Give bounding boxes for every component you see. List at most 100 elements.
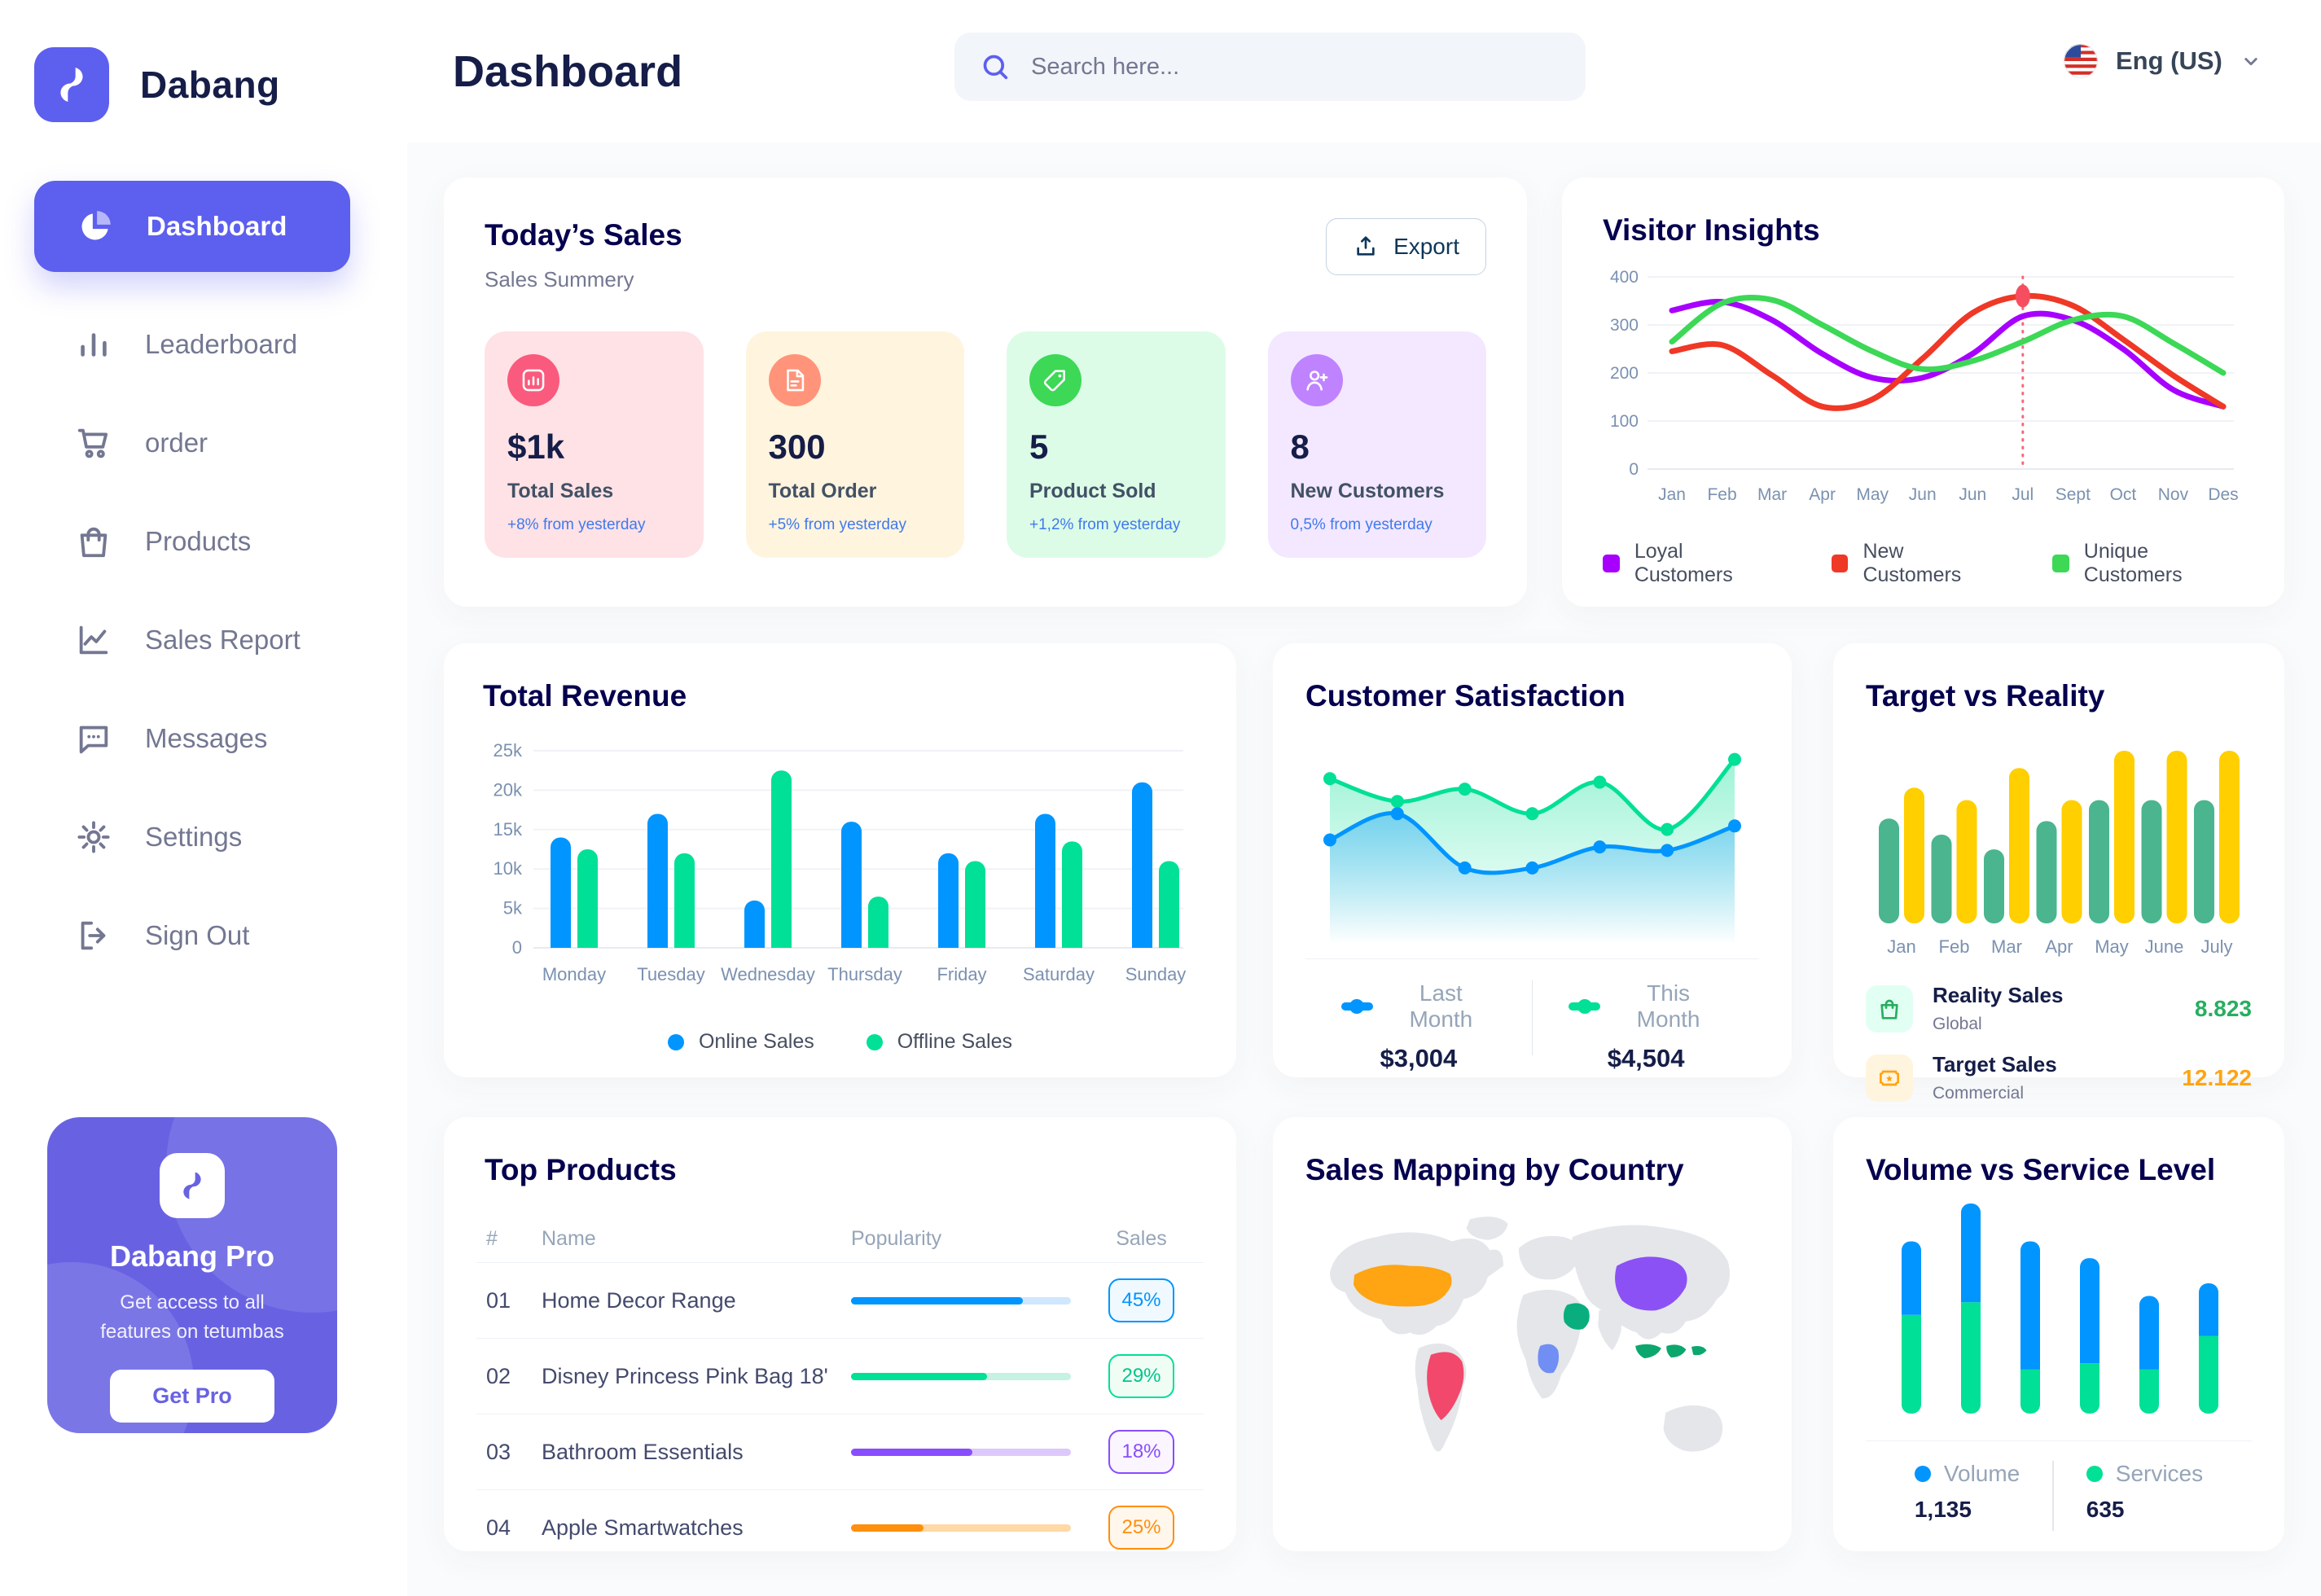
legend-value: $3,004 [1380, 1044, 1458, 1072]
legend-item: Services 635 [2054, 1461, 2235, 1531]
sidebar-item-sales-report[interactable]: Sales Report [0, 590, 407, 689]
svg-text:Wednesday: Wednesday [721, 964, 815, 984]
metric-label: Total Sales [507, 480, 614, 502]
visitor-insights-title: Visitor Insights [1603, 213, 1820, 247]
us-flag-icon [2064, 44, 2098, 78]
metric-delta: +8% from yesterday [507, 516, 646, 533]
table-row[interactable]: 03 Bathroom Essentials 18% [476, 1414, 1204, 1489]
target-sales-legend: Target Sales Commercial 12.122 [1866, 1052, 2252, 1103]
popularity-bar [851, 1296, 1071, 1304]
get-pro-button[interactable]: Get Pro [110, 1370, 274, 1423]
customer-satisfaction-card: Customer Satisfaction Last Month $3,004 … [1273, 643, 1792, 1077]
svg-text:Apr: Apr [2045, 936, 2073, 957]
signout-icon [75, 917, 112, 954]
legend-swatch [1603, 555, 1620, 572]
svg-text:0: 0 [512, 937, 522, 958]
svg-text:Apr: Apr [1809, 485, 1836, 504]
revenue-legend: Online Sales Offline Sales [483, 1030, 1197, 1054]
target-vs-reality-title: Target vs Reality [1866, 679, 2105, 712]
sidebar-item-settings[interactable]: Settings [0, 787, 407, 886]
country-brazil[interactable] [1427, 1352, 1464, 1421]
sidebar-item-label: order [145, 427, 208, 458]
legend-label: Offline Sales [897, 1030, 1013, 1053]
language-selector[interactable]: Eng (US) [2062, 42, 2263, 80]
sidebar-item-leaderboard[interactable]: Leaderboard [0, 295, 407, 393]
sales-mapping-title: Sales Mapping by Country [1305, 1153, 1684, 1186]
sidebar-item-sign-out[interactable]: Sign Out [0, 886, 407, 984]
table-header: # Name Popularity Sales [476, 1215, 1204, 1262]
legend-item: New Customers [1831, 540, 2000, 587]
promo-title: Dabang Pro [109, 1239, 275, 1273]
metric-label: Total Order [768, 480, 877, 502]
legend-item: Unique Customers [2051, 540, 2244, 587]
svg-text:Sunday: Sunday [1125, 964, 1187, 984]
customer-satisfaction-chart [1323, 752, 1741, 944]
bag-icon [75, 523, 112, 560]
svg-text:5k: 5k [503, 898, 523, 919]
metric-label: New Customers [1290, 480, 1445, 502]
promo-text: Get access to all features on tetumbas [47, 1288, 337, 1347]
svg-text:June: June [2145, 936, 2184, 957]
legend-swatch [2086, 1466, 2103, 1482]
total-sales-card: $1k Total Sales +8% from yesterday [485, 331, 704, 558]
metric-value: 8 [1290, 428, 1310, 466]
sidebar-item-products[interactable]: Products [0, 492, 407, 590]
sales-badge: 29% [1108, 1354, 1174, 1398]
search-input[interactable] [1031, 53, 1561, 81]
svg-text:Tuesday: Tuesday [637, 964, 705, 984]
svg-text:Sept: Sept [2056, 485, 2091, 504]
table-row[interactable]: 02 Disney Princess Pink Bag 18' 29% [476, 1338, 1204, 1414]
chevron-down-icon [2244, 58, 2257, 66]
sidebar-item-dashboard[interactable]: Dashboard [34, 181, 350, 272]
gear-icon [75, 818, 112, 856]
sales-badge: 18% [1108, 1430, 1174, 1474]
satisfaction-legend: Last Month $3,004 This Month $4,504 [1305, 980, 1759, 1073]
column-header: # [486, 1226, 498, 1250]
svg-text:15k: 15k [494, 819, 523, 840]
country-indonesia[interactable] [1635, 1344, 1707, 1359]
legend-label: New Customers [1863, 540, 1962, 586]
sidebar-nav: Dashboard Leaderboard order Products [0, 181, 407, 984]
ticket-icon [1866, 1054, 1913, 1102]
svg-text:10k: 10k [494, 858, 523, 879]
svg-text:100: 100 [1610, 412, 1639, 431]
column-header: Popularity [851, 1226, 942, 1250]
metric-value: 5 [1029, 428, 1049, 466]
svg-text:Jun: Jun [1909, 485, 1937, 504]
metric-delta: +1,2% from yesterday [1029, 516, 1181, 533]
popularity-bar [851, 1524, 1071, 1532]
sidebar-item-label: Dashboard [147, 211, 287, 241]
export-button[interactable]: Export [1326, 218, 1486, 275]
brand: Dabang [0, 0, 407, 122]
country-dr-congo[interactable] [1538, 1344, 1560, 1374]
promo-text-line1: Get access to all [120, 1291, 265, 1313]
sales-summary-cards: $1k Total Sales +8% from yesterday 300 T… [485, 331, 1486, 558]
table-row[interactable]: 01 Home Decor Range 45% [476, 1262, 1204, 1338]
todays-sales-card: Today’s Sales Sales Summery Export $1k [444, 178, 1527, 607]
legend-label: This Month [1636, 980, 1700, 1032]
sidebar-item-order[interactable]: order [0, 393, 407, 492]
country-saudi-arabia[interactable] [1563, 1303, 1590, 1330]
sales-badge: 25% [1108, 1506, 1174, 1550]
country-china[interactable] [1615, 1256, 1687, 1311]
svg-text:Mar: Mar [1991, 936, 2022, 957]
legend-swatch [2051, 555, 2069, 572]
svg-text:Jun: Jun [1959, 485, 1986, 504]
table-row[interactable]: 04 Apple Smartwatches 25% [476, 1489, 1204, 1565]
legend-swatch [1914, 1466, 1931, 1482]
visitor-insights-chart: 0 100 200 300 400 Jan Feb Mar Apr May Jun Jun Jul Sep… [1610, 268, 2239, 504]
popularity-bar [851, 1372, 1071, 1380]
legend-swatch [1831, 555, 1849, 572]
legend-subtitle: Global [1933, 1015, 1982, 1033]
dashboard-content: Today’s Sales Sales Summery Export $1k [407, 142, 2321, 1596]
legend-value: 8.823 [2194, 995, 2252, 1021]
sidebar-item-label: Sign Out [145, 919, 250, 950]
total-revenue-card: Total Revenue 0 5k 10k 15k 20k 25k Monday Tuesd… [444, 643, 1236, 1077]
sidebar-item-messages[interactable]: Messages [0, 689, 407, 787]
product-rank: 01 [486, 1287, 511, 1313]
legend-label: Loyal Customers [1634, 540, 1733, 586]
brand-name: Dabang [140, 64, 280, 106]
search-bar[interactable] [954, 33, 1586, 101]
country-united-states[interactable] [1353, 1265, 1452, 1307]
